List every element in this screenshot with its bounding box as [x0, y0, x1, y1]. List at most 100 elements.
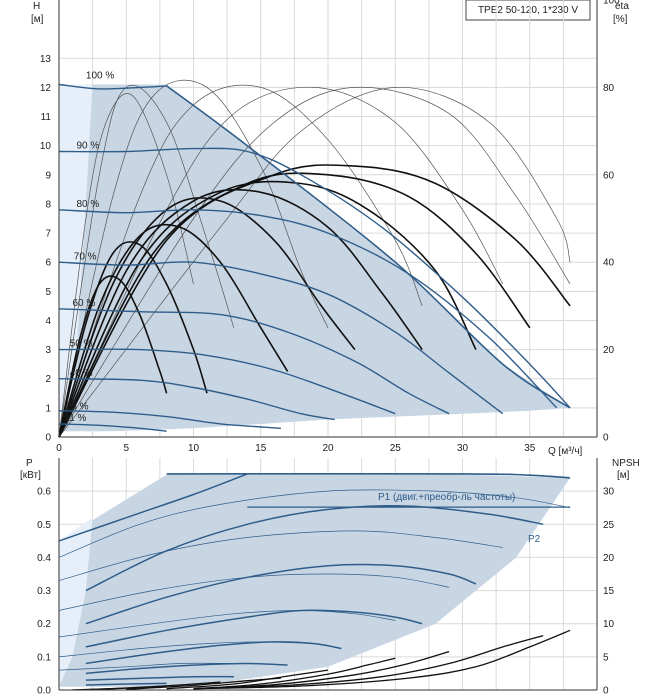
head-tick-label: 2 [45, 374, 51, 385]
eta-thin-curve [58, 93, 194, 438]
speed-label: 25 % [66, 401, 89, 412]
head-envelope [59, 84, 571, 432]
npsh-curve [193, 634, 544, 690]
head-tick-label: 0 [45, 433, 51, 444]
eta-tick-label: 80 [603, 83, 615, 94]
speed-label: 90 % [76, 141, 99, 152]
eta-thin-curve [58, 84, 423, 438]
flow-tick-label: 20 [322, 443, 334, 454]
npsh-axis-unit: [м] [617, 470, 630, 481]
p1-legend: P1 (двиг.+преобр-ль частоты) [378, 491, 515, 503]
power-curve [85, 641, 342, 665]
model-box [465, 0, 591, 21]
eta-curve [58, 197, 356, 438]
power-axis-label: P [26, 458, 33, 469]
speed-label: 50 % [70, 339, 93, 350]
npsh-curve [193, 657, 396, 690]
eta-curve [58, 188, 423, 438]
power-thin-curve [58, 489, 571, 558]
eta-curve [58, 164, 571, 438]
power-thin-curve [58, 662, 234, 671]
flow-tick-label: 15 [255, 443, 267, 454]
npsh-axis-label: NPSH [612, 458, 640, 469]
power-tick-label: 0.4 [37, 553, 51, 564]
head-curve [58, 410, 281, 429]
power-tick-label: 0.6 [37, 487, 51, 498]
head-tick-label: 12 [40, 83, 52, 94]
head-curve [58, 308, 450, 415]
eta-thin-curve [58, 85, 235, 438]
head-light-region [59, 84, 93, 432]
speed-label: 11 % [64, 413, 86, 424]
eta-tick-label: 60 [603, 170, 615, 181]
head-tick-label: 10 [40, 141, 52, 152]
power-thin-curve [58, 610, 396, 638]
flow-tick-label: 0 [56, 443, 62, 454]
head-axis-label: H [33, 1, 40, 12]
speed-label: 60 % [72, 298, 95, 309]
head-tick-label: 1 [45, 403, 51, 414]
power-tick-label: 0.5 [37, 520, 51, 531]
power-tick-label: 0.3 [37, 586, 51, 597]
head-plot: 100 %90 %80 %70 %60 %50 %40 %25 %11 %012… [40, 0, 620, 454]
eta-curve [58, 223, 289, 438]
head-tick-label: 4 [45, 316, 51, 327]
speed-label: 40 % [70, 368, 93, 379]
npsh-curve [166, 669, 329, 690]
flow-axis-label: Q [м³/ч] [548, 446, 583, 457]
head-axis-unit: [м] [31, 14, 44, 25]
npsh-tick-label: 20 [603, 553, 615, 564]
npsh-tick-label: 30 [603, 487, 615, 498]
power-curve [85, 675, 234, 681]
p2-legend: P2 [528, 534, 541, 545]
npsh-tick-label: 25 [603, 520, 615, 531]
eta-axis-label: eta [615, 1, 629, 12]
power-curve [85, 563, 477, 625]
flow-tick-label: 5 [123, 443, 129, 454]
speed-label: 100 % [86, 71, 114, 82]
eta-tick-label: 20 [603, 345, 615, 356]
head-curve [58, 147, 571, 409]
head-curve [58, 423, 167, 432]
eta-thin-curve [58, 79, 329, 438]
npsh-tick-label: 10 [603, 619, 615, 630]
head-tick-label: 9 [45, 170, 51, 181]
eta-curve [58, 240, 208, 438]
npsh-tick-label: 5 [603, 652, 609, 663]
head-curve [58, 348, 396, 415]
power-curve [85, 662, 288, 675]
head-tick-label: 11 [41, 112, 52, 123]
power-curve [85, 682, 167, 686]
eta-curve [58, 275, 168, 438]
speed-label: 80 % [76, 199, 99, 210]
power-curve [58, 473, 248, 542]
power-thin-curve [58, 530, 503, 581]
power-light-region [59, 517, 93, 687]
power-tick-label: 0.0 [37, 686, 51, 697]
eta-thin-curve [58, 87, 571, 438]
npsh-curve [193, 650, 450, 690]
power-envelope [59, 474, 571, 687]
speed-label: 70 % [74, 251, 97, 262]
eta-thin-curve [58, 86, 571, 438]
flow-tick-label: 25 [390, 443, 402, 454]
npsh-curve [72, 685, 167, 691]
head-tick-label: 3 [45, 345, 51, 356]
eta-tick-label: 0 [603, 433, 609, 444]
flow-tick-label: 35 [524, 443, 536, 454]
flow-tick-label: 10 [188, 443, 200, 454]
head-tick-label: 6 [45, 258, 51, 269]
power-curve [85, 505, 544, 592]
head-tick-label: 8 [45, 199, 51, 210]
power-tick-label: 0.1 [37, 652, 51, 663]
head-curve [58, 378, 335, 421]
power-plot: 0.0 0.1 0.2 0.3 0.4 0.5 0.6 0 5 10 15 20 25 30 [37, 458, 615, 697]
eta-tick-label: 100 [603, 0, 620, 7]
p1-line [166, 473, 571, 479]
head-tick-label: 13 [40, 54, 52, 65]
eta-tick-label: 40 [603, 258, 615, 269]
npsh-tick-label: 15 [603, 586, 615, 597]
eta-curve [58, 172, 531, 438]
npsh-curve [193, 629, 571, 690]
